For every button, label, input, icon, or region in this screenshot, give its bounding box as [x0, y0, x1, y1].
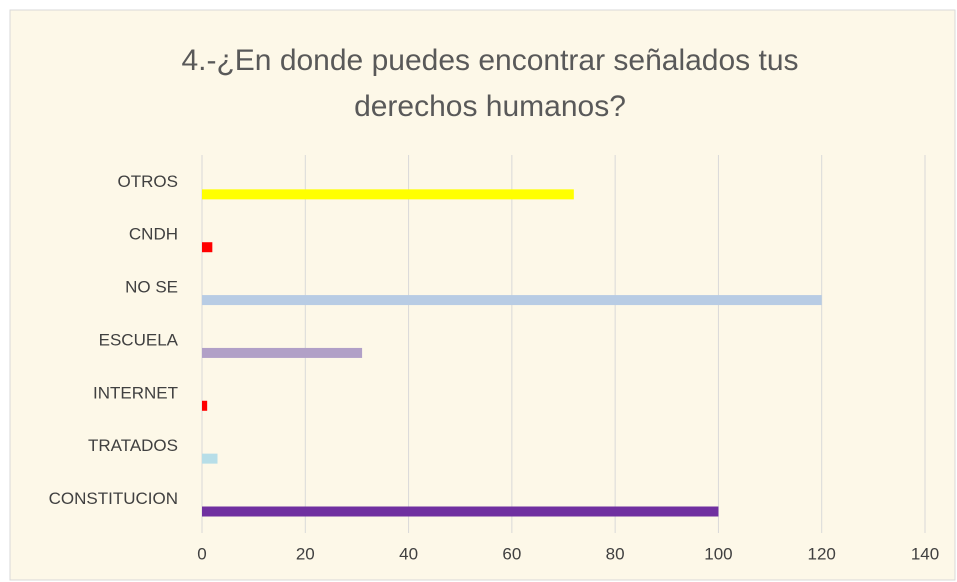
bar — [202, 453, 218, 464]
y-tick-label: INTERNET — [93, 383, 178, 402]
x-tick-label: 40 — [399, 544, 418, 563]
y-tick-label: ESCUELA — [99, 330, 179, 349]
bar — [202, 400, 208, 411]
bar — [202, 242, 213, 253]
y-tick-label: OTROS — [118, 172, 178, 191]
y-tick-label: TRATADOS — [88, 436, 178, 455]
x-tick-label: 120 — [808, 544, 836, 563]
y-tick-label: CNDH — [129, 225, 178, 244]
y-tick-label: NO SE — [125, 278, 178, 297]
chart-background — [9, 9, 956, 581]
x-tick-label: 0 — [197, 544, 206, 563]
x-tick-label: 140 — [911, 544, 939, 563]
x-tick-label: 80 — [606, 544, 625, 563]
x-tick-label: 20 — [296, 544, 315, 563]
x-tick-label: 60 — [502, 544, 521, 563]
chart-title: 4.-¿En donde puedes encontrar señalados … — [181, 44, 799, 123]
bar — [202, 347, 363, 358]
bar — [202, 295, 822, 306]
x-tick-label: 100 — [704, 544, 732, 563]
y-tick-label: CONSTITUCION — [49, 489, 178, 508]
bar — [202, 506, 719, 517]
bar — [202, 189, 574, 200]
